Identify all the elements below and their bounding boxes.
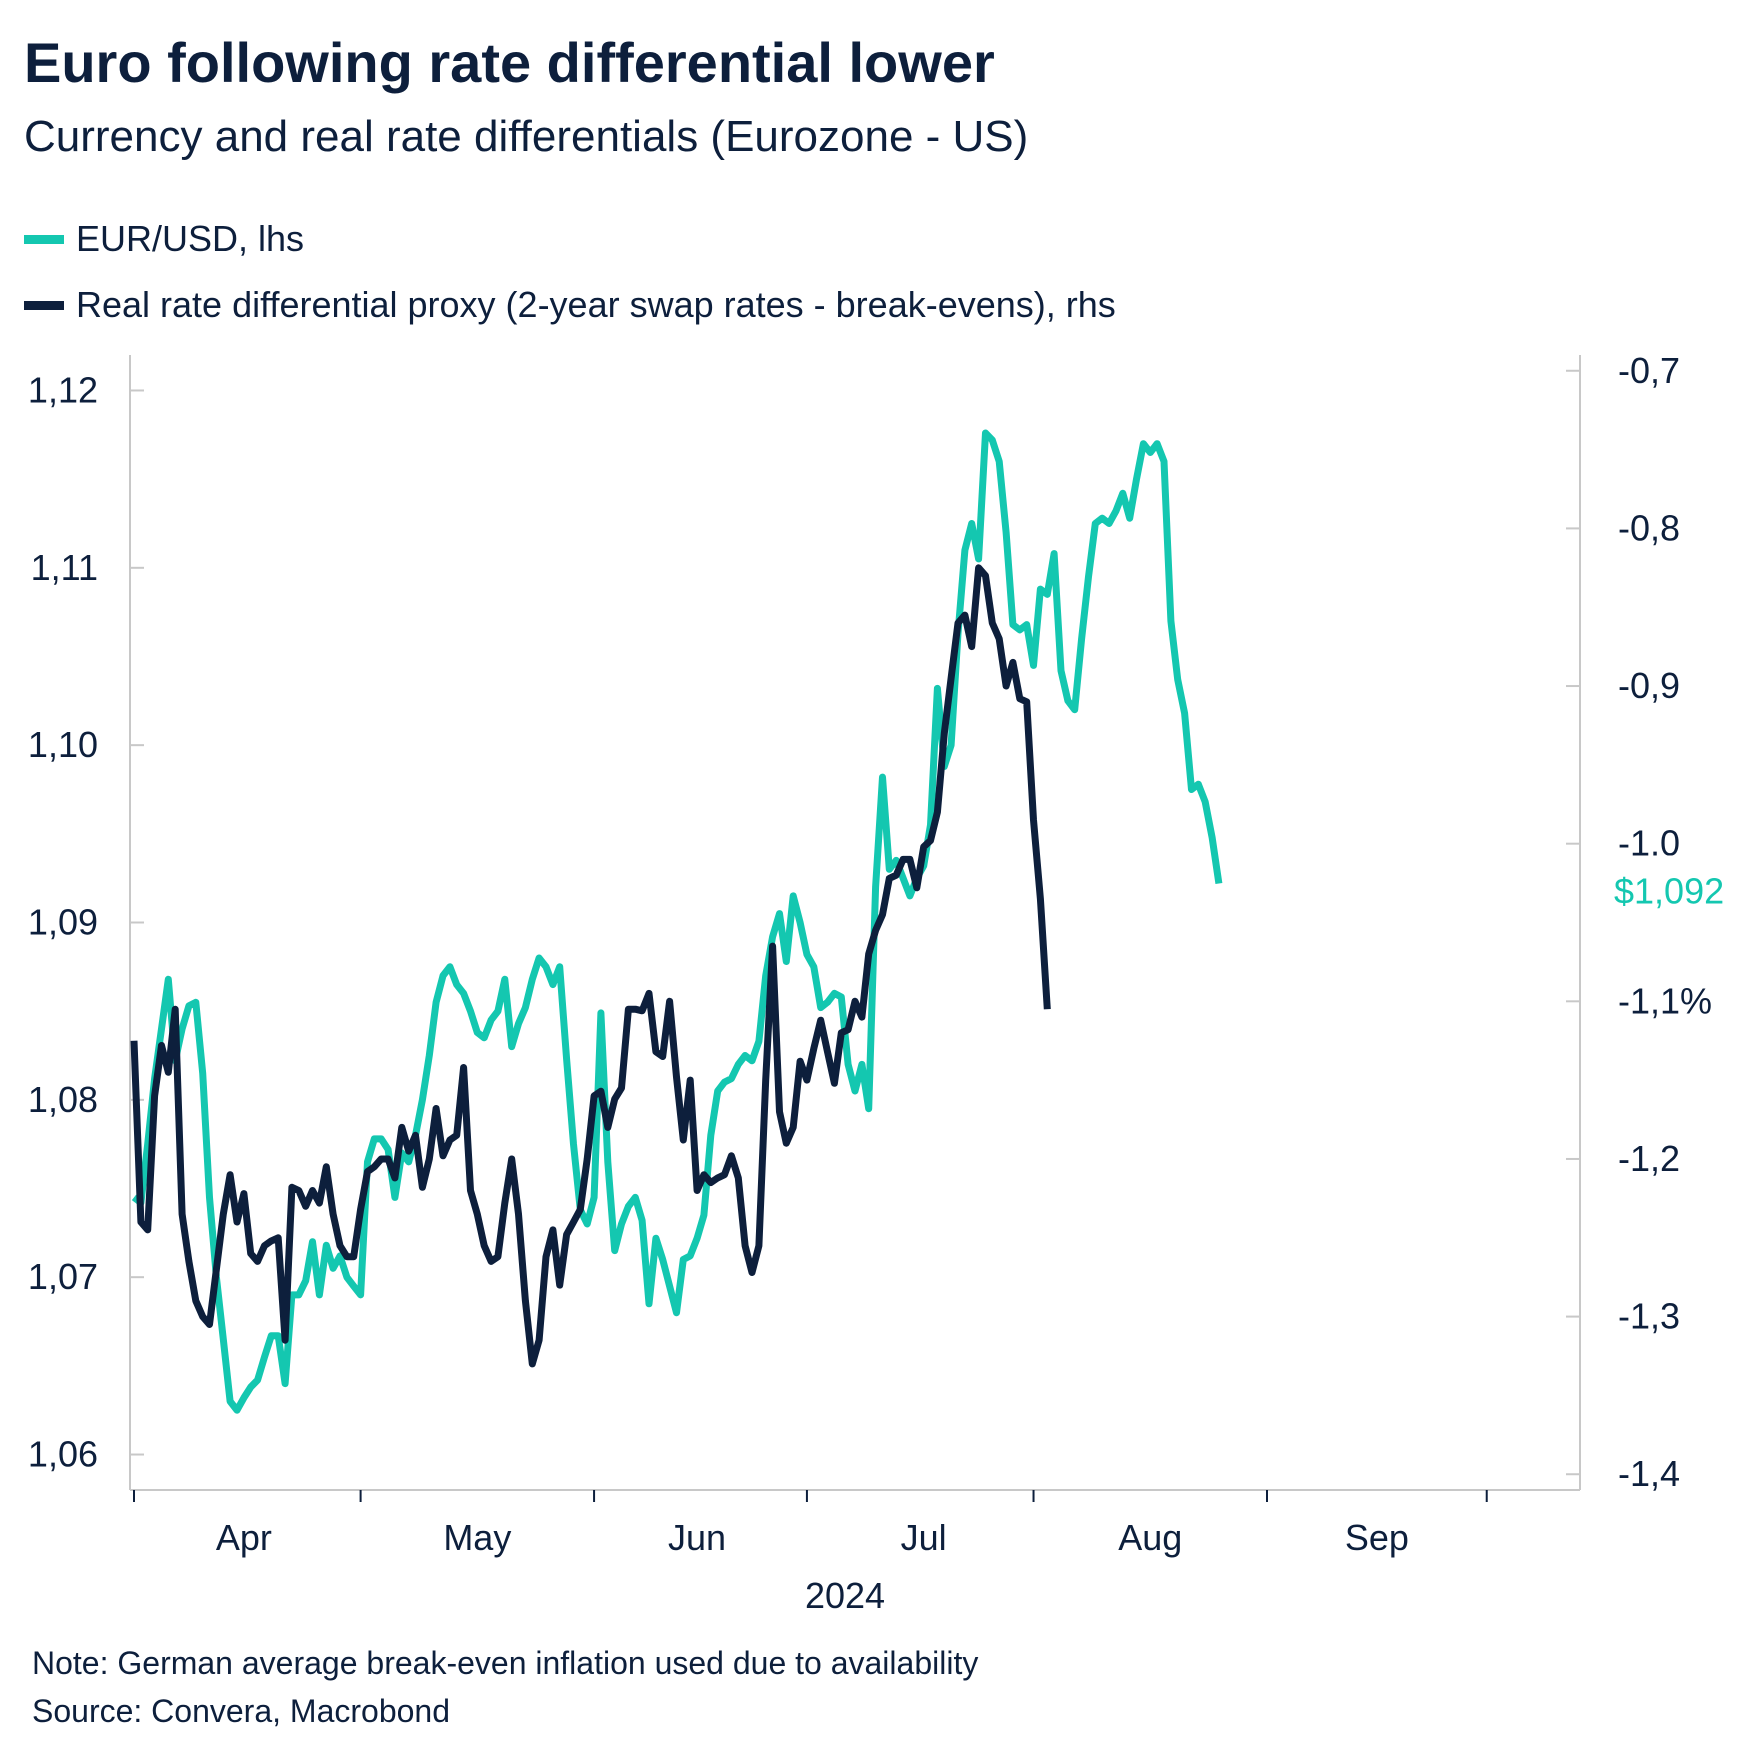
footnote: Note: German average break-even inflatio… xyxy=(32,1645,979,1681)
left-tick-label: 1,08 xyxy=(28,1079,98,1120)
end-label-background xyxy=(1600,855,1720,908)
x-tick-label: Aug xyxy=(1118,1517,1182,1558)
legend-label-realrate: Real rate differential proxy (2-year swa… xyxy=(76,284,1116,325)
right-tick-label: -0,7 xyxy=(1618,350,1680,391)
x-tick-label: Jun xyxy=(668,1517,726,1558)
left-tick-label: 1,12 xyxy=(28,369,98,410)
x-tick-label: May xyxy=(443,1517,511,1558)
left-tick-label: 1,06 xyxy=(28,1434,98,1475)
right-tick-label: -1,2 xyxy=(1618,1138,1680,1179)
source-line: Source: Convera, Macrobond xyxy=(32,1693,450,1729)
legend-swatch-realrate xyxy=(24,300,64,310)
legend-label-eurusd: EUR/USD, lhs xyxy=(76,218,305,259)
right-tick-label: -1,4 xyxy=(1618,1453,1680,1494)
chart-subtitle: Currency and real rate differentials (Eu… xyxy=(24,112,1029,161)
right-tick-label: -1,3 xyxy=(1618,1296,1680,1337)
real-rate-differential-line xyxy=(130,564,1051,1368)
left-tick-label: 1,10 xyxy=(28,724,98,765)
left-tick-label: 1,09 xyxy=(28,902,98,943)
right-tick-label: -0,8 xyxy=(1618,507,1680,548)
right-tick-label: -1,1% xyxy=(1618,980,1712,1021)
eurusd-line xyxy=(131,429,1223,1414)
x-tick-label: Apr xyxy=(216,1517,272,1558)
x-tick-label: Jul xyxy=(901,1517,947,1558)
left-tick-label: 1,07 xyxy=(28,1256,98,1297)
x-axis-title: 2024 xyxy=(805,1575,885,1616)
x-tick-label: Sep xyxy=(1345,1517,1409,1558)
chart-title: Euro following rate differential lower xyxy=(24,31,995,94)
legend-swatch-eurusd xyxy=(24,234,64,244)
legend-item-eurusd[interactable]: EUR/USD, lhs xyxy=(24,206,1116,272)
legend-item-realrate[interactable]: Real rate differential proxy (2-year swa… xyxy=(24,272,1116,338)
legend: EUR/USD, lhs Real rate differential prox… xyxy=(24,206,1116,338)
eurusd-end-label: $1,092 xyxy=(1614,870,1724,911)
right-tick-label: -0,9 xyxy=(1618,665,1680,706)
left-tick-label: 1,11 xyxy=(31,547,98,588)
